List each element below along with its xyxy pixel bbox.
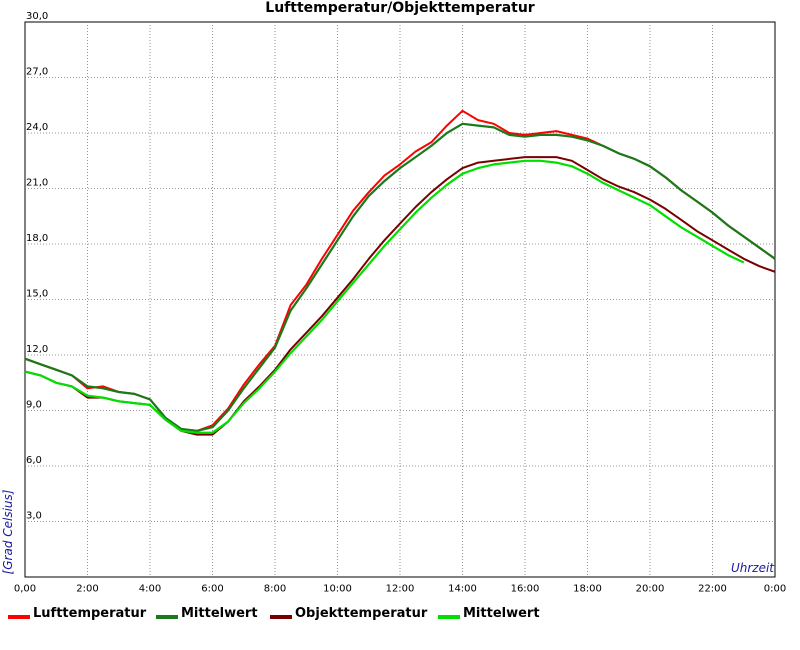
series-line-mittelwert	[24, 122, 776, 432]
legend-item-lufttemperatur: Lufttemperatur	[8, 606, 146, 621]
chart-title: Lufttemperatur/Objekttemperatur	[265, 0, 535, 16]
legend-label: Mittelwert	[463, 606, 540, 621]
x-axis-label: Uhrzeit	[731, 561, 775, 575]
legend-item-mittelwert-2: Mittelwert	[438, 606, 540, 621]
x-tick-label: 20:00	[636, 583, 665, 594]
legend-swatch	[270, 614, 292, 619]
legend-swatch	[438, 614, 460, 619]
y-tick-label: 24,0	[26, 122, 48, 133]
x-tick-label: 10:00	[323, 583, 352, 594]
legend-label: Mittelwert	[181, 606, 258, 621]
x-tick-label: 2:00	[76, 583, 98, 594]
x-tick-label: 4:00	[139, 583, 161, 594]
x-tick-label: 0,00	[14, 583, 36, 594]
y-tick-label: 12,0	[26, 344, 48, 355]
x-tick-label: 14:00	[448, 583, 477, 594]
x-tick-label: 16:00	[511, 583, 540, 594]
legend: Lufttemperatur Mittelwert Objekttemperat…	[0, 606, 800, 630]
y-tick-label: 18,0	[26, 233, 48, 244]
legend-item-objekttemperatur: Objekttemperatur	[270, 606, 427, 621]
chart: Lufttemperatur/Objekttemperatur 0,00 2:00…	[1, 0, 786, 594]
legend-item-mittelwert-1: Mittelwert	[156, 606, 258, 621]
y-tick-label: 21,0	[26, 178, 48, 189]
y-tick-label: 15,0	[26, 289, 48, 300]
tick-labels: 0,00 2:00 4:00 6:00 8:00 10:00 12:00 14:00 16:00…	[14, 11, 786, 594]
legend-swatch	[8, 614, 30, 619]
x-tick-label: 8:00	[264, 583, 286, 594]
legend-label: Objekttemperatur	[295, 606, 428, 621]
x-tick-label: 22:00	[698, 583, 727, 594]
x-tick-label: 0:00	[764, 583, 786, 594]
legend-label: Lufttemperatur	[33, 606, 147, 621]
x-tick-label: 6:00	[201, 583, 223, 594]
x-tick-label: 12:00	[386, 583, 415, 594]
y-tick-label: 6,0	[26, 455, 42, 466]
y-tick-label: 30,0	[26, 11, 48, 22]
series-line-mittelwert	[24, 159, 745, 434]
y-tick-label: 3,0	[26, 511, 42, 522]
y-axis-label: [Grad Celsius]	[1, 489, 15, 574]
x-tick-label: 18:00	[573, 583, 602, 594]
legend-swatch	[156, 614, 178, 619]
series-lines	[24, 109, 776, 436]
y-tick-label: 9,0	[26, 400, 42, 411]
grid	[24, 21, 776, 578]
y-tick-label: 27,0	[26, 67, 48, 78]
